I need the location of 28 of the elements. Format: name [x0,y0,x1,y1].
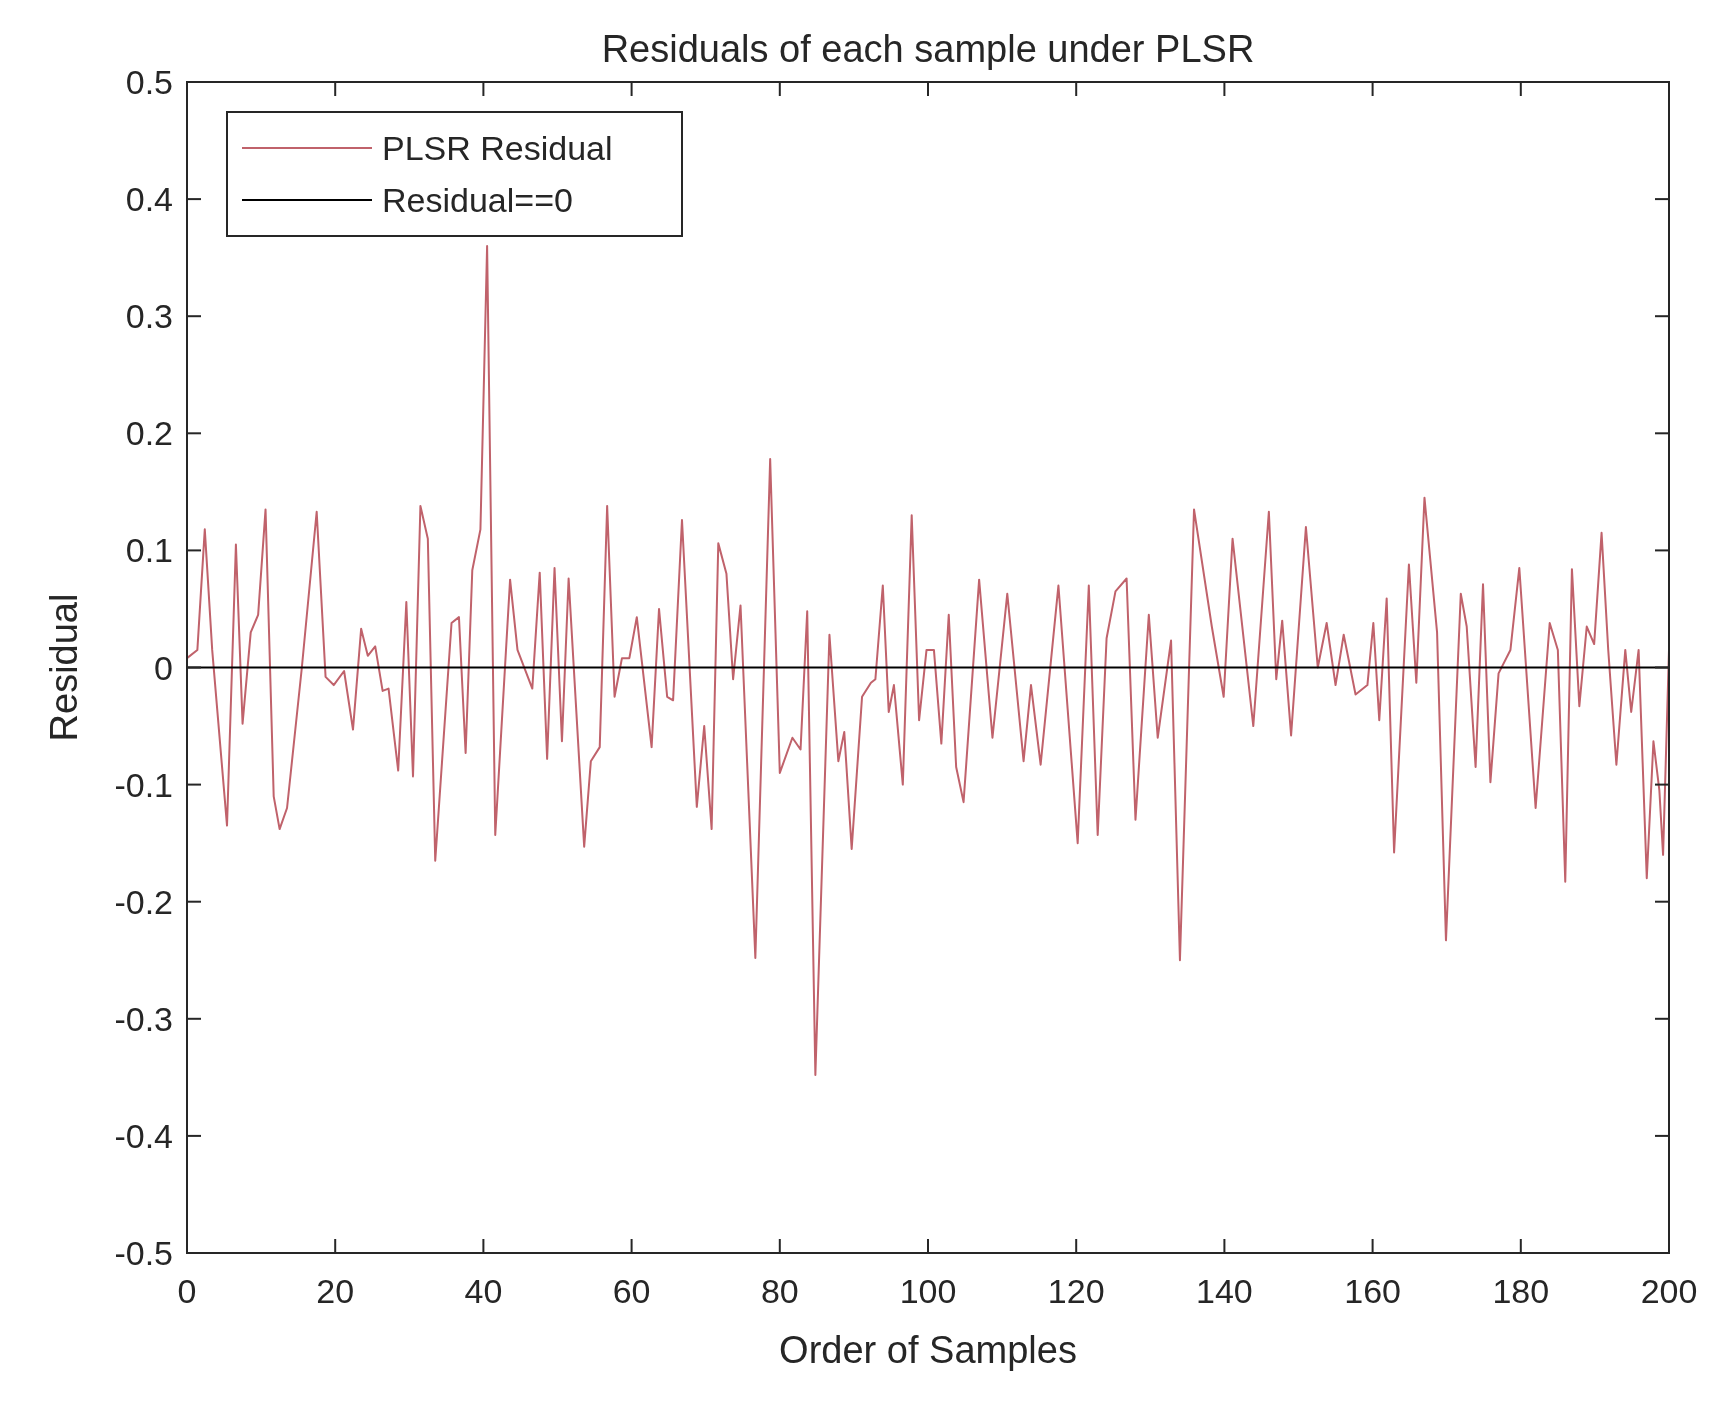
y-tick-label: -0.3 [114,999,173,1038]
x-axis-title: Order of Samples [779,1329,1077,1371]
line-series [186,244,1670,1077]
x-tick-label: 80 [760,1272,799,1310]
y-tick-label: 0 [154,648,173,687]
chart-title: Residuals of each sample under PLSR [601,28,1255,70]
x-tick-label: 140 [1196,1272,1253,1310]
y-tick-label: 0.3 [125,297,173,336]
x-tick-label: 0 [177,1272,197,1310]
y-tick-label: 0.1 [125,531,173,570]
x-tick-label: 120 [1047,1272,1105,1310]
x-tick-label: 20 [316,1272,355,1310]
legend-label: PLSR Residual [382,129,613,167]
y-tick-label: 0.2 [125,414,173,453]
x-tick-label: 200 [1640,1272,1698,1310]
y-tick-label: 0.5 [125,63,173,101]
y-tick-label: -0.5 [114,1234,173,1272]
x-tick-label: 40 [464,1272,503,1310]
y-tick-label: -0.1 [114,765,173,804]
x-tick-label: 160 [1344,1272,1401,1310]
x-tick-label: 100 [899,1272,957,1310]
x-tick-label: 180 [1492,1272,1550,1310]
y-tick-label: -0.2 [114,882,173,921]
y-tick-label: -0.4 [114,1116,173,1155]
x-tick-label: 60 [612,1272,651,1310]
y-axis-title: Residual [43,593,85,742]
y-tick-label: 0.4 [125,180,173,219]
legend-label: Residual==0 [382,181,573,219]
